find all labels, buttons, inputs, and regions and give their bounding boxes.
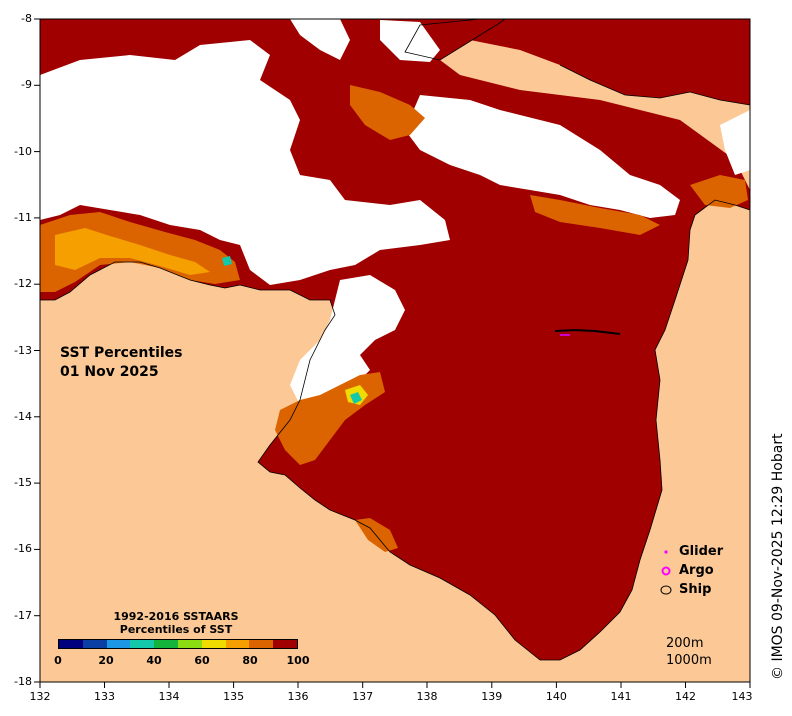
- colorbar-swatch: [201, 640, 226, 648]
- colorbar-swatch: [225, 640, 250, 648]
- colorbar-tick-label: 0: [54, 654, 62, 667]
- cool-anomaly-patch: [350, 392, 362, 404]
- y-tick-label: -11: [14, 211, 32, 224]
- y-tick-label: -16: [14, 542, 32, 555]
- y-tick-label: -8: [21, 12, 32, 25]
- map-title-date: 01 Nov 2025: [60, 364, 159, 380]
- ship-marker-icon: [660, 584, 674, 596]
- argo-marker-icon: [660, 565, 674, 577]
- colorbar-tick-label: 40: [146, 654, 162, 667]
- colorbar-swatch: [273, 640, 297, 648]
- colorbar-swatch: [177, 640, 202, 648]
- glider-marker-icon: [660, 546, 674, 558]
- no-data-region: [290, 275, 405, 410]
- legend-argo: Argo: [660, 561, 723, 580]
- y-tick-label: -13: [14, 344, 32, 357]
- x-tick-label: 133: [94, 690, 115, 703]
- colorbar-tick-label: 60: [194, 654, 210, 667]
- no-data-region: [380, 20, 440, 62]
- contour-200m-label: 200m: [666, 636, 704, 651]
- observation-legend: Glider Argo Ship: [660, 542, 723, 599]
- colorbar-tick-label: 100: [286, 654, 310, 667]
- legend-glider-label: Glider: [679, 544, 724, 559]
- coastline: [404, 19, 506, 61]
- x-tick-label: 132: [29, 690, 51, 703]
- x-tick-label: 136: [287, 690, 309, 703]
- no-data-region: [405, 95, 680, 218]
- y-tick-label: -10: [14, 145, 32, 158]
- x-tick-label: 135: [223, 690, 245, 703]
- warm-anomaly-patch: [530, 195, 660, 235]
- colorbar-title: 1992-2016 SSTAARS Percentiles of SST: [60, 610, 292, 636]
- colorbar-swatch: [59, 640, 83, 648]
- no-data-region: [290, 19, 350, 60]
- warm-anomaly-patch: [55, 228, 210, 275]
- colorbar-swatch: [154, 640, 178, 648]
- legend-ship-label: Ship: [679, 582, 712, 597]
- colorbar-swatch: [249, 640, 274, 648]
- legend-ship: Ship: [660, 580, 723, 599]
- legend-glider: Glider: [660, 542, 723, 561]
- map-title: SST Percentiles 01 Nov 2025: [60, 344, 183, 382]
- y-tick-label: -17: [14, 609, 32, 622]
- colorbar-title-line1: 1992-2016 SSTAARS: [113, 610, 239, 623]
- coastline: [40, 199, 750, 661]
- colorbar-swatch: [106, 640, 131, 648]
- depth-contour-legend: 200m 1000m: [666, 635, 712, 669]
- contour-1000m-label: 1000m: [666, 653, 712, 668]
- colorbar-title-line2: Percentiles of SST: [119, 623, 233, 636]
- map-title-product: SST Percentiles: [60, 345, 183, 361]
- coastline: [559, 64, 750, 106]
- no-data-region: [720, 110, 750, 175]
- warm-anomaly-patch: [355, 518, 398, 552]
- ship-track: [554, 328, 621, 335]
- colorbar-tick-label: 80: [242, 654, 258, 667]
- y-tick-label: -18: [14, 675, 32, 688]
- legend-argo-label: Argo: [679, 563, 714, 578]
- colorbar-swatch: [82, 640, 107, 648]
- x-tick-label: 143: [731, 690, 753, 703]
- x-tick-label: 141: [610, 690, 632, 703]
- x-tick-label: 140: [545, 690, 567, 703]
- colorbar-tick-label: 20: [98, 654, 114, 667]
- y-tick-label: -12: [14, 277, 32, 290]
- warm-anomaly-patch: [690, 175, 748, 208]
- x-tick-label: 138: [416, 690, 438, 703]
- x-tick-label: 134: [158, 690, 180, 703]
- no-data-region: [40, 40, 450, 285]
- colorbar: [58, 639, 298, 649]
- credit-text: © IMOS 09-Nov-2025 12:29 Hobart: [770, 433, 786, 680]
- y-tick-label: -9: [21, 78, 32, 91]
- warm-anomaly-patch: [350, 85, 425, 140]
- y-tick-label: -14: [14, 410, 32, 423]
- x-tick-label: 139: [481, 690, 503, 703]
- colorbar-swatch: [130, 640, 155, 648]
- x-tick-label: 137: [352, 690, 374, 703]
- cool-anomaly-patch: [222, 256, 232, 266]
- y-tick-label: -15: [14, 476, 32, 489]
- x-tick-label: 142: [675, 690, 696, 703]
